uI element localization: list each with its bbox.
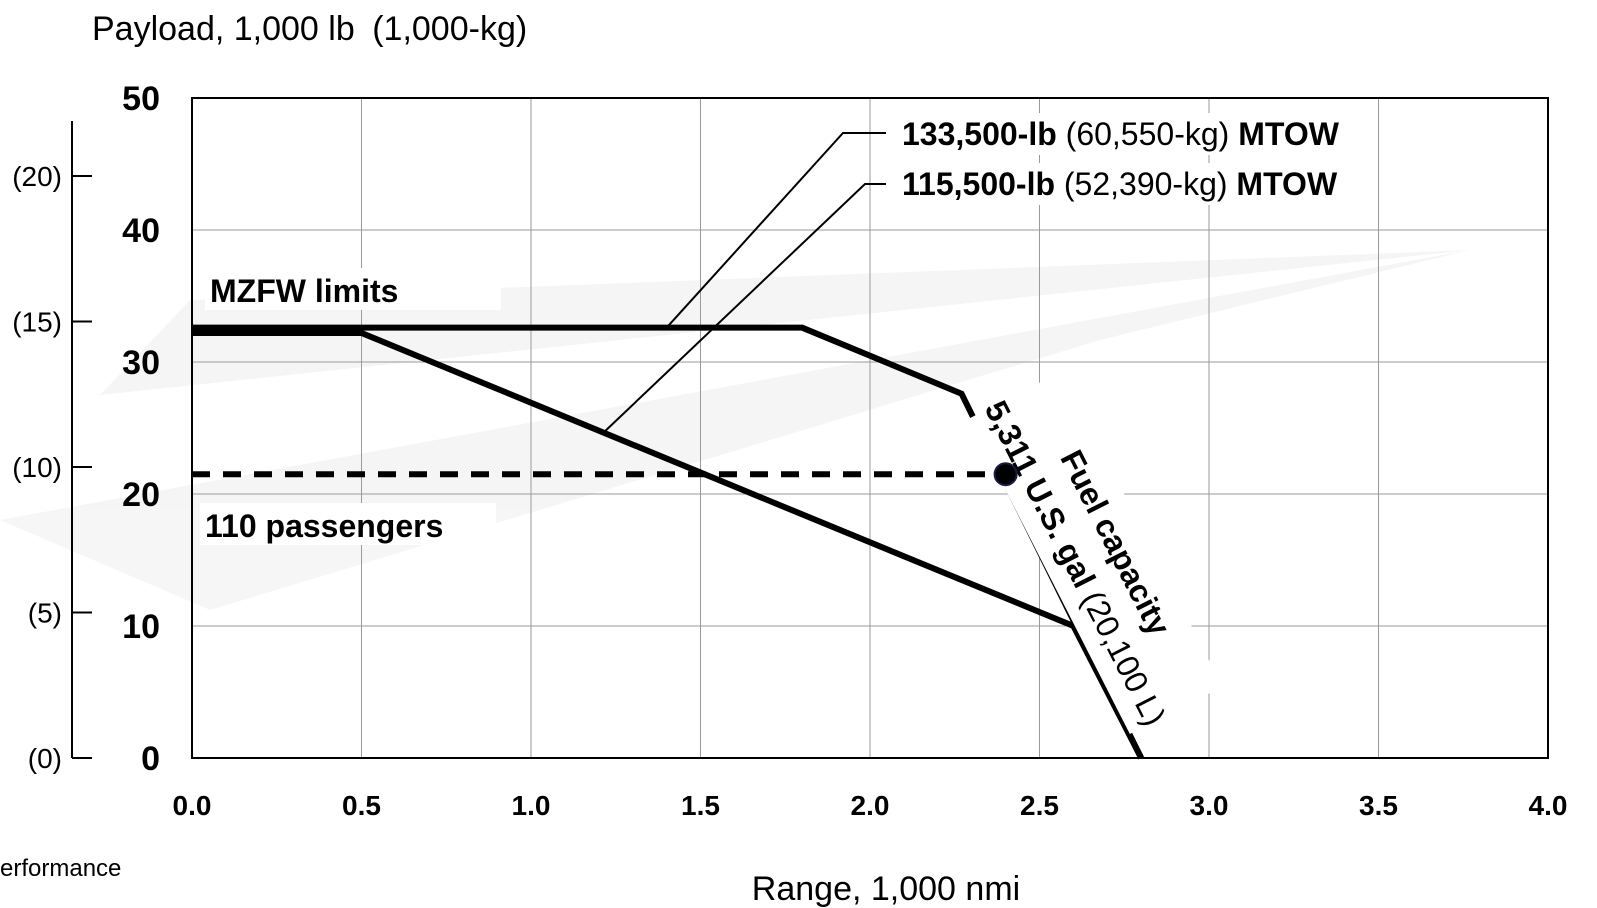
y-metric-tick-label-2: (10) (12, 452, 62, 483)
y-tick-labels: 0 10 20 30 40 50 (122, 80, 160, 778)
passengers-label: 110 passengers (205, 508, 443, 544)
y-tick-label-2: 20 (122, 476, 160, 514)
x-tick-label-1: 0.5 (342, 790, 381, 821)
x-tick-label-2: 1.0 (512, 790, 551, 821)
passengers-label-bg (200, 503, 496, 545)
x-tick-label-5: 2.5 (1020, 790, 1059, 821)
y-metric-tick-label-1: (5) (28, 598, 62, 629)
mzfw-label: MZFW limits (210, 273, 398, 309)
y-axis-title: Payload, 1,000 lb (1,000-kg) (92, 10, 527, 48)
series-line-1 (192, 329, 1144, 760)
mtow-high-label-bg (890, 113, 1378, 155)
y-tick-label-0: 0 (141, 740, 160, 778)
plot-frame (191, 97, 1549, 759)
mzfw-label-bg (205, 268, 501, 310)
x-tick-label-8: 4.0 (1529, 790, 1568, 821)
y-metric-tick-label-4: (20) (12, 161, 62, 192)
mtow-high-label: 133,500-lb (60,550-kg) MTOW (902, 116, 1340, 152)
x-tick-label-0: 0.0 (173, 790, 212, 821)
fuel-limit-marker (993, 462, 1018, 487)
y-metric-axis: (0) (5) (10) (15) (20) (12, 121, 92, 774)
x-tick-label-6: 3.0 (1190, 790, 1229, 821)
y-tick-label-3: 30 (122, 344, 160, 382)
y-tick-label-5: 50 (122, 80, 160, 118)
mtow-low-label: 115,500-lb (52,390-kg) MTOW (902, 166, 1338, 202)
x-tick-label-3: 1.5 (681, 790, 720, 821)
y-tick-label-4: 40 (122, 212, 160, 250)
footer-fragment: erformance (0, 855, 121, 882)
leader-lines (604, 132, 886, 432)
y-axis-title-main: Payload, 1,000 lb (92, 10, 355, 48)
leader-line-mtow-high (665, 132, 886, 329)
x-tick-label-7: 3.5 (1359, 790, 1398, 821)
x-tick-label-4: 2.0 (851, 790, 890, 821)
x-tick-labels: 0.0 0.5 1.0 1.5 2.0 2.5 3.0 3.5 4.0 (173, 790, 1568, 821)
x-axis-title: Range, 1,000 nmi (752, 870, 1020, 908)
mtow-low-label-bg (890, 163, 1378, 205)
fuel-label-bg (969, 371, 1223, 734)
y-metric-tick-label-3: (15) (12, 306, 62, 337)
y-axis-title-metric: (1,000-kg) (372, 10, 527, 48)
y-metric-tick-label-0: (0) (28, 743, 62, 774)
y-tick-label-1: 10 (122, 608, 160, 646)
leader-line-mtow-low (604, 183, 886, 432)
